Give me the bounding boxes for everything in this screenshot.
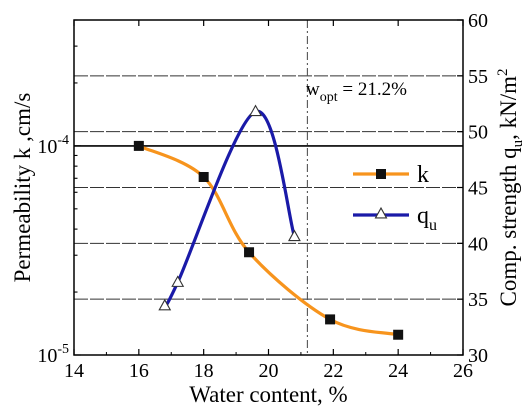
y-right-title-sub: u <box>510 139 526 147</box>
y-left-axis-title: Permeability k ,cm/s <box>10 93 35 283</box>
series-curves <box>138 109 399 337</box>
k-point-marker <box>244 247 255 258</box>
x-tick-label: 26 <box>453 360 473 382</box>
tick-base: 10 <box>37 345 57 367</box>
y-right-title-unit: , kN/m <box>496 76 521 140</box>
y-right-tick-label: 50 <box>468 122 488 144</box>
qu-point-marker <box>171 275 185 287</box>
qu-point-marker <box>158 298 172 311</box>
x-tick-label: 24 <box>388 360 408 382</box>
annotation-rest: = 21.2% <box>338 79 407 100</box>
y-right-tick-label: 40 <box>468 233 488 255</box>
y-right-tick-label: 45 <box>468 178 488 200</box>
axis-labels: 14 16 18 20 22 24 263035404550556010-510-4Wate… <box>10 10 526 407</box>
x-tick-label: 14 <box>64 360 84 382</box>
y-right-tick-label: 60 <box>468 10 488 32</box>
k-point-marker <box>325 314 336 325</box>
legend-qu-sub: u <box>429 217 437 234</box>
y-left-tick-label: 10-5 <box>37 342 69 367</box>
annotation: wopt = 21.2% <box>306 79 407 105</box>
legend-qu-main: q <box>417 203 429 229</box>
qu-curve <box>163 109 296 307</box>
y-right-tick-label: 55 <box>468 66 488 88</box>
annotation-main: w <box>306 79 320 100</box>
x-tick-label: 16 <box>129 360 149 382</box>
y-right-title-sup: 2 <box>495 69 511 77</box>
k-point-marker <box>133 140 144 151</box>
k-point-marker <box>198 171 209 182</box>
legend-qu-label: qu <box>417 203 437 234</box>
qu-point-marker <box>249 104 262 117</box>
tick-exponent: -4 <box>57 133 69 148</box>
series-markers <box>133 104 404 340</box>
x-axis-title: Water content, % <box>189 382 347 407</box>
annotation-sub: opt <box>320 90 338 105</box>
qu-point-marker <box>287 229 301 242</box>
y-right-axis-title: Comp. strength qu, kN/m2 <box>495 69 526 307</box>
legend-k-marker <box>376 169 386 179</box>
axis-ticks <box>73 19 464 356</box>
wopt-annotation: wopt = 21.2% <box>306 79 407 105</box>
legend-qu-marker <box>374 206 388 219</box>
x-tick-label: 18 <box>194 360 214 382</box>
x-tick-label: 22 <box>323 360 343 382</box>
grid-lines <box>74 75 463 300</box>
y-right-tick-label: 35 <box>468 289 488 311</box>
tick-exponent: -5 <box>57 342 69 357</box>
y-left-tick-label: 10-4 <box>37 133 69 158</box>
legend-k-label: k <box>417 162 429 188</box>
y-right-title-main: Comp. strength q <box>496 147 521 307</box>
tick-base: 10 <box>37 136 57 158</box>
y-right-tick-label: 30 <box>468 345 488 367</box>
k-point-marker <box>393 329 404 340</box>
legend: kqu <box>353 162 437 234</box>
x-tick-label: 20 <box>259 360 279 382</box>
